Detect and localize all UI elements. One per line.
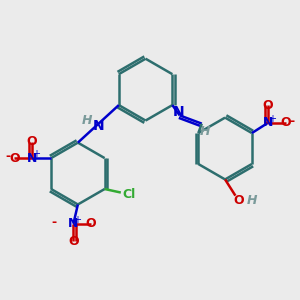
Text: O: O: [68, 235, 79, 248]
Text: N: N: [172, 105, 184, 119]
Text: H: H: [200, 124, 211, 137]
Text: O: O: [9, 152, 20, 165]
Text: O: O: [233, 194, 244, 207]
Text: O: O: [263, 99, 273, 112]
Text: N: N: [263, 116, 273, 129]
Text: O: O: [280, 116, 291, 129]
Text: -: -: [5, 150, 10, 164]
Text: Cl: Cl: [122, 188, 136, 200]
Text: +: +: [32, 149, 40, 159]
Text: -: -: [290, 115, 295, 128]
Text: N: N: [27, 152, 37, 165]
Text: N: N: [68, 217, 79, 230]
Text: O: O: [27, 135, 37, 148]
Text: +: +: [268, 114, 276, 124]
Text: N: N: [92, 119, 104, 133]
Text: O: O: [86, 217, 96, 230]
Text: -: -: [52, 216, 57, 229]
Text: +: +: [73, 215, 81, 225]
Text: H: H: [82, 114, 92, 127]
Text: H: H: [246, 194, 257, 207]
